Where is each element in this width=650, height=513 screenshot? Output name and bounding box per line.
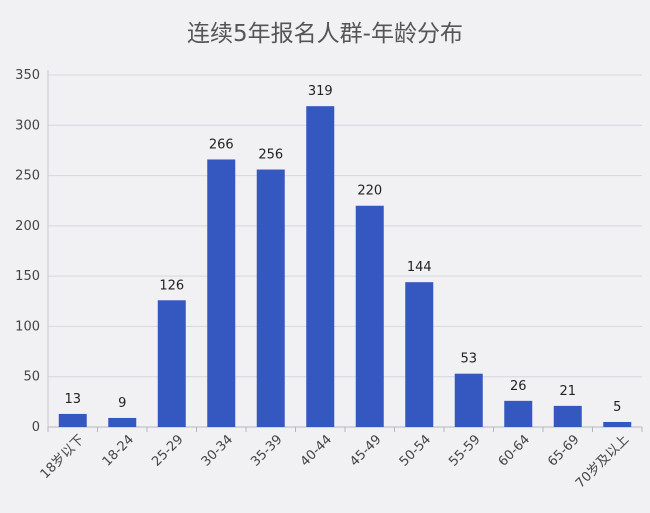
x-tick-label: 65-69: [545, 432, 582, 469]
y-tick-label: 300: [15, 118, 40, 133]
data-label: 220: [357, 184, 382, 199]
x-tick-label: 30-34: [199, 432, 236, 469]
y-tick-label: 250: [15, 169, 40, 184]
data-label: 53: [460, 352, 477, 367]
x-tick-label: 50-54: [397, 432, 434, 469]
bar: [306, 106, 335, 428]
bar: [504, 400, 533, 427]
data-label: 319: [308, 84, 333, 99]
y-tick-label: 200: [15, 219, 40, 234]
bar: [58, 413, 87, 427]
bar: [157, 300, 186, 427]
x-tick-label: 18-24: [100, 432, 137, 469]
y-tick-label: 0: [32, 420, 40, 435]
bar: [553, 405, 582, 427]
x-tick-label: 70岁及以上: [573, 432, 632, 491]
bar: [405, 282, 434, 427]
bar: [355, 205, 384, 427]
data-label: 256: [258, 148, 283, 163]
bar: [603, 421, 632, 427]
y-tick-label: 50: [23, 370, 40, 385]
x-tick-label: 45-49: [347, 432, 384, 469]
data-label: 21: [559, 384, 576, 399]
bar: [256, 169, 285, 427]
data-label: 9: [118, 396, 126, 411]
x-tick-label: 55-59: [446, 432, 483, 469]
data-label: 144: [407, 260, 432, 275]
data-label: 26: [510, 379, 527, 394]
data-label: 13: [64, 392, 81, 407]
chart-title: 连续5年报名人群-年龄分布: [187, 21, 463, 47]
x-tick-label: 60-64: [496, 432, 533, 469]
x-tick-label: 35-39: [248, 432, 285, 469]
bar: [108, 417, 137, 427]
bar: [207, 159, 236, 428]
y-tick-label: 100: [15, 319, 40, 334]
data-label: 5: [613, 400, 621, 415]
y-tick-label: 150: [15, 269, 40, 284]
x-tick-label: 25-29: [149, 432, 186, 469]
data-label: 266: [209, 137, 234, 152]
x-tick-label: 18岁以下: [38, 432, 88, 482]
y-tick-label: 350: [15, 68, 40, 83]
bar: [454, 373, 483, 427]
data-label: 126: [159, 278, 184, 293]
x-tick-label: 40-44: [298, 432, 335, 469]
